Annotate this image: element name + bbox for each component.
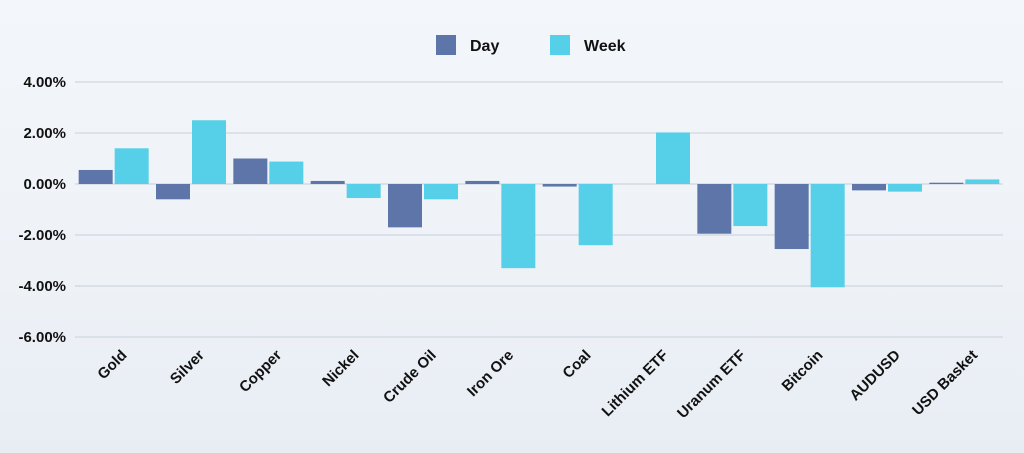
x-category-label: Gold — [94, 347, 130, 383]
y-tick-label: -4.00% — [18, 278, 66, 295]
bar-week-uranum-etf — [733, 184, 768, 227]
bar-day-audusd — [852, 184, 886, 191]
bar-week-coal — [578, 184, 613, 246]
bar-day-bitcoin — [774, 184, 809, 250]
bar-week-iron-ore — [501, 184, 536, 269]
bar-week-gold — [114, 148, 149, 184]
legend-label-week: Week — [584, 38, 626, 55]
y-tick-label: -2.00% — [18, 227, 66, 244]
bar-day-iron-ore — [465, 180, 500, 184]
x-category-label: Nickel — [319, 347, 362, 390]
bar-day-uranum-etf — [697, 184, 732, 234]
x-category-label: Uranum ETF — [674, 347, 749, 422]
bar-week-lithium-etf — [656, 132, 690, 184]
bar-week-usd-basket — [965, 179, 1000, 184]
bar-week-nickel — [346, 184, 381, 199]
bar-day-copper — [233, 158, 268, 184]
bar-day-coal — [542, 184, 577, 187]
y-tick-label: 0.00% — [23, 176, 66, 193]
y-tick-label: -6.00% — [18, 329, 66, 346]
legend-label-day: Day — [470, 38, 499, 55]
bar-day-gold — [78, 169, 113, 184]
x-category-label: AUDUSD — [846, 347, 904, 405]
bar-week-audusd — [888, 184, 922, 192]
x-category-label: Coal — [559, 347, 594, 382]
grid-lines — [75, 81, 1003, 338]
x-category-label: Iron Ore — [464, 347, 517, 400]
legend-swatch-day — [436, 35, 456, 55]
bar-day-usd-basket — [929, 182, 964, 184]
y-tick-label: 2.00% — [23, 125, 66, 142]
x-axis-categories: Gold Silver Copper Nickel Crude Oil Iron Ore C… — [94, 347, 981, 422]
x-category-label: Crude Oil — [380, 347, 440, 407]
x-category-label: Lithium ETF — [599, 347, 672, 420]
bar-day-nickel — [310, 180, 345, 184]
y-tick-label: 4.00% — [23, 74, 66, 91]
x-category-label: Bitcoin — [779, 347, 827, 395]
legend: Day Week — [436, 35, 626, 55]
bars — [78, 120, 1000, 288]
bar-week-crude-oil — [424, 184, 458, 200]
bar-week-bitcoin — [810, 184, 845, 288]
bar-week-silver — [192, 120, 226, 184]
bar-day-silver — [156, 184, 190, 200]
x-category-label: Silver — [167, 347, 208, 388]
legend-swatch-week — [550, 35, 570, 55]
y-axis-ticks: 4.00% 2.00% 0.00% -2.00% -4.00% -6.00% — [18, 74, 66, 346]
bar-day-crude-oil — [388, 184, 422, 228]
x-category-label: Copper — [236, 347, 285, 396]
x-category-label: USD Basket — [909, 347, 981, 419]
bar-week-copper — [269, 161, 304, 184]
